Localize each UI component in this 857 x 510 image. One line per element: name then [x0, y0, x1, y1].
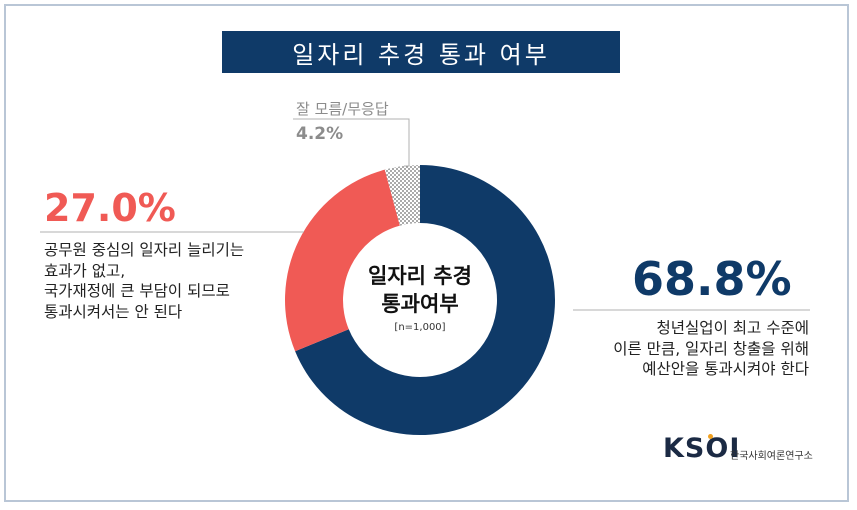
donut-slice-4.2% — [384, 165, 420, 226]
description-line: 통과시켜서는 안 된다 — [44, 302, 183, 321]
description-line: 청년실업이 최고 수준에 — [656, 319, 809, 337]
slice-value-label: 4.2% — [296, 124, 344, 144]
center-title-line-2: 통과여부 — [381, 292, 459, 316]
logo-accent-dot — [708, 434, 713, 439]
description-line: 효과가 없고, — [44, 261, 126, 280]
donut-slice-27.0% — [285, 169, 400, 352]
description-line: 예산안을 통과시켜야 한다 — [642, 360, 809, 378]
slice-description: 청년실업이 최고 수준에 이른 만큼, 일자리 창출을 위해 예산안을 통과시켜… — [613, 318, 809, 380]
center-sample-size: [n=1,000] — [394, 322, 446, 333]
slice-value-label: 27.0% — [44, 186, 176, 230]
description-line: 공무원 중심의 일자리 늘리기는 — [44, 241, 245, 259]
center-title-line-1: 일자리 추경 — [368, 264, 472, 288]
ksoi-logo: KSOI — [663, 433, 741, 464]
center-title: 일자리 추경 통과여부 — [340, 262, 500, 318]
description-line: 이른 만큼, 일자리 창출을 위해 — [613, 339, 809, 358]
leader-line-4.2 — [293, 118, 410, 167]
donut-slice-68.8% — [295, 165, 555, 436]
logo-org-name: 한국사회여론연구소 — [730, 451, 813, 462]
slice-description: 공무원 중심의 일자리 늘리기는 효과가 없고, 국가재정에 큰 부담이 되므로… — [44, 240, 244, 322]
chart-title: 일자리 추경 통과 여부 — [222, 31, 620, 73]
slice-description: 잘 모름/무응답 — [296, 100, 389, 118]
description-line: 국가재정에 큰 부담이 되므로 — [44, 282, 230, 300]
slice-value-label: 68.8% — [632, 252, 792, 306]
